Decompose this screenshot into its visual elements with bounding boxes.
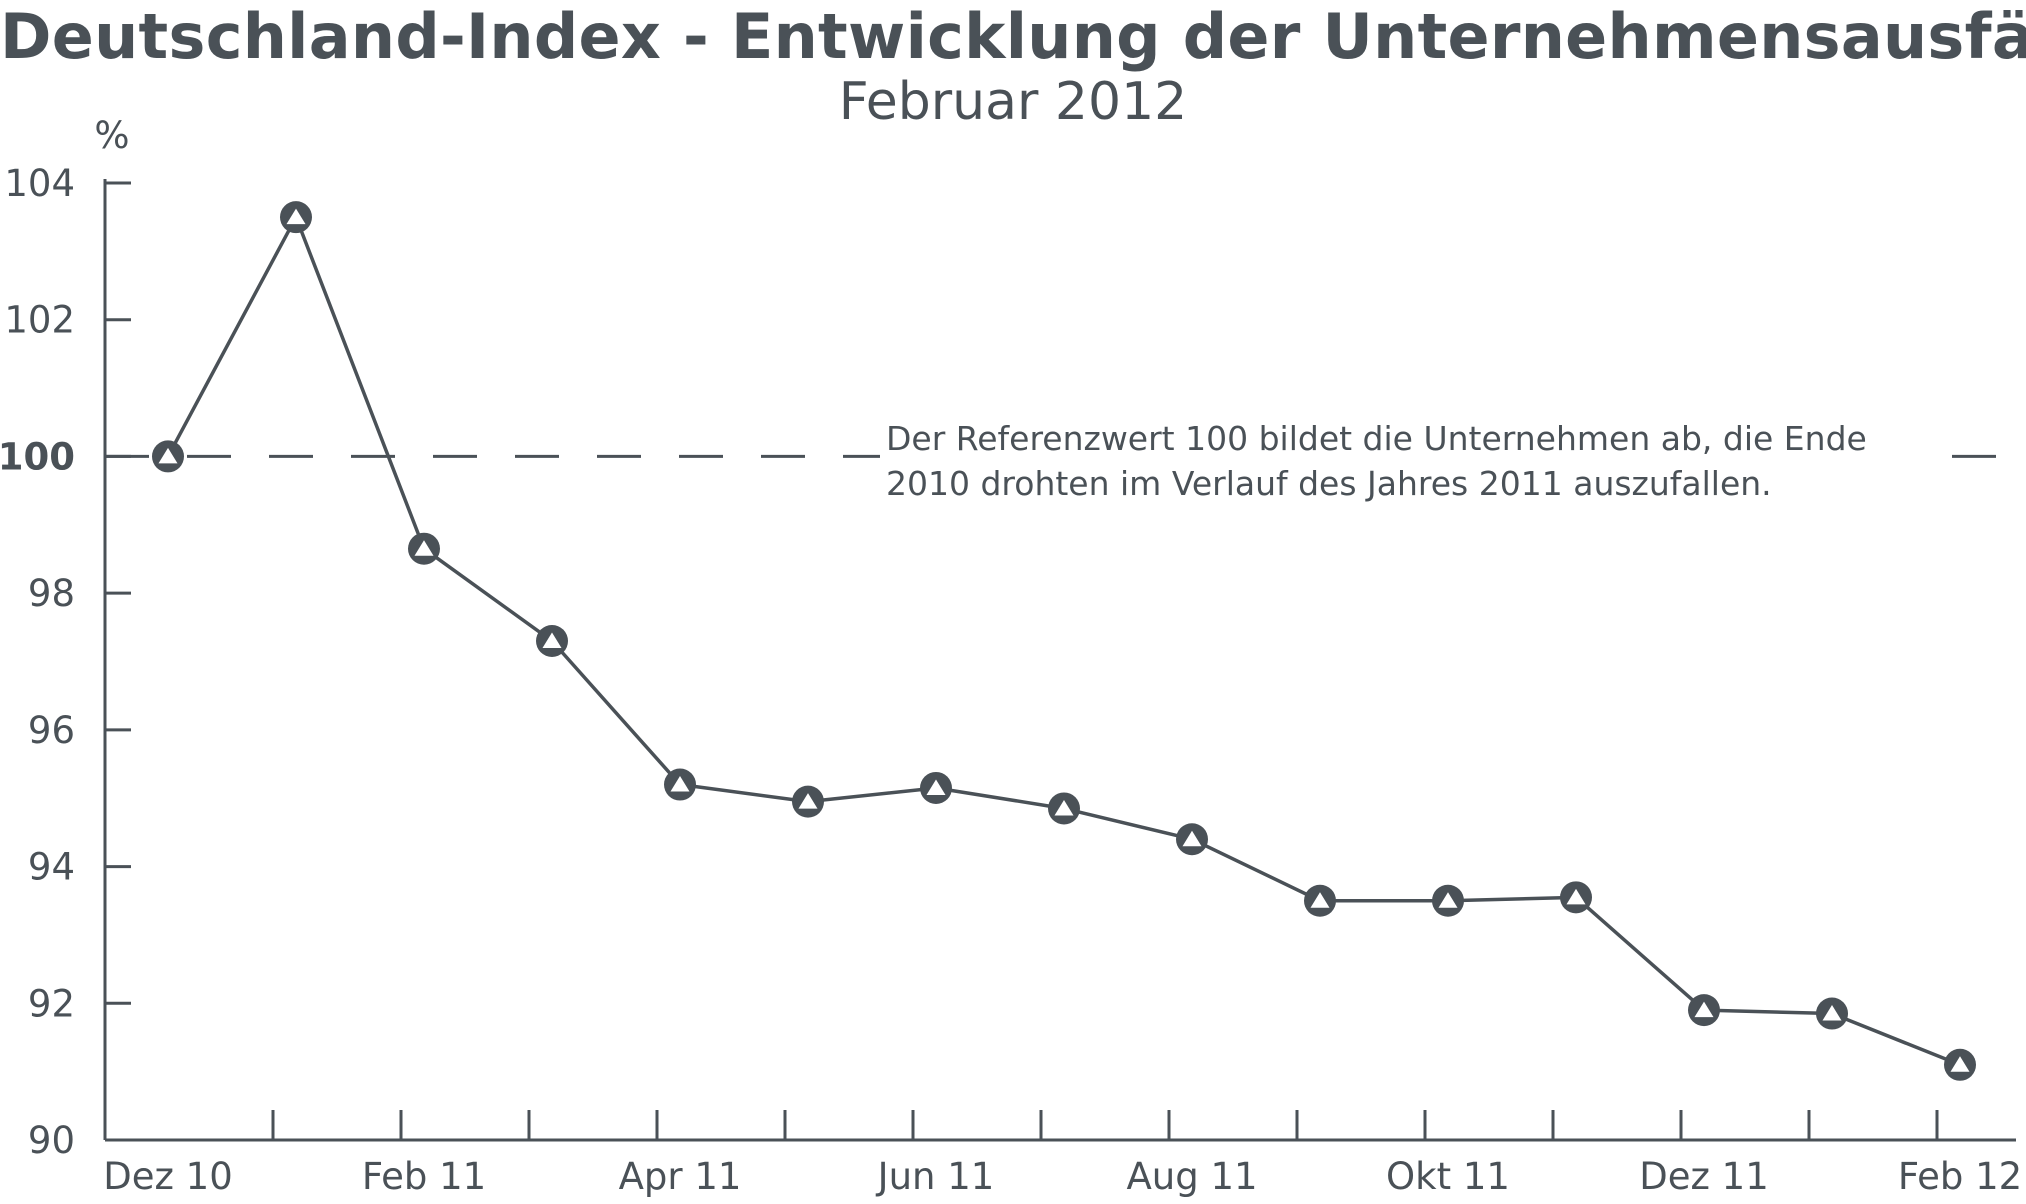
data-point: [1176, 823, 1208, 856]
x-tick-label: Feb 11: [362, 1155, 486, 1198]
reference-note-line: 2010 drohten im Verlauf des Jahres 2011 …: [886, 464, 1772, 503]
y-tick-label: 102: [4, 299, 75, 342]
data-point: [280, 201, 312, 234]
data-point: [1304, 884, 1336, 917]
y-tick-label: 104: [4, 162, 75, 205]
y-tick-label: 90: [28, 1119, 75, 1162]
y-axis-unit: %: [94, 114, 129, 157]
data-point: [792, 785, 824, 818]
data-point: [1432, 884, 1464, 917]
data-point: [1816, 997, 1848, 1030]
y-tick-label: 100: [0, 435, 75, 478]
series-line: [166, 215, 1961, 1067]
data-point: [408, 532, 440, 565]
data-point: [1560, 881, 1592, 914]
x-tick-label: Feb 12: [1898, 1155, 2022, 1198]
data-point: [1688, 994, 1720, 1027]
chart-title: Deutschland-Index - Entwicklung der Unte…: [0, 0, 2026, 73]
y-tick-label: 96: [28, 709, 75, 752]
data-point: [152, 440, 184, 473]
data-point: [664, 768, 696, 801]
x-tick-label: Aug 11: [1126, 1155, 1257, 1198]
chart-subtitle: Februar 2012: [838, 72, 1188, 132]
y-tick-label: 92: [28, 982, 75, 1025]
data-point: [920, 771, 952, 804]
x-tick-label: Dez 11: [1639, 1155, 1769, 1198]
y-tick-label: 94: [28, 846, 75, 889]
x-tick-label: Dez 10: [103, 1155, 233, 1198]
data-point: [1048, 792, 1080, 825]
x-tick-label: Jun 11: [876, 1155, 995, 1198]
data-point: [536, 624, 568, 657]
reference-note-line: Der Referenzwert 100 bildet die Unterneh…: [886, 419, 1867, 458]
y-tick-label: 98: [28, 572, 75, 615]
x-tick-label: Okt 11: [1386, 1155, 1510, 1198]
data-point: [1944, 1048, 1976, 1081]
x-tick-label: Apr 11: [619, 1155, 742, 1198]
